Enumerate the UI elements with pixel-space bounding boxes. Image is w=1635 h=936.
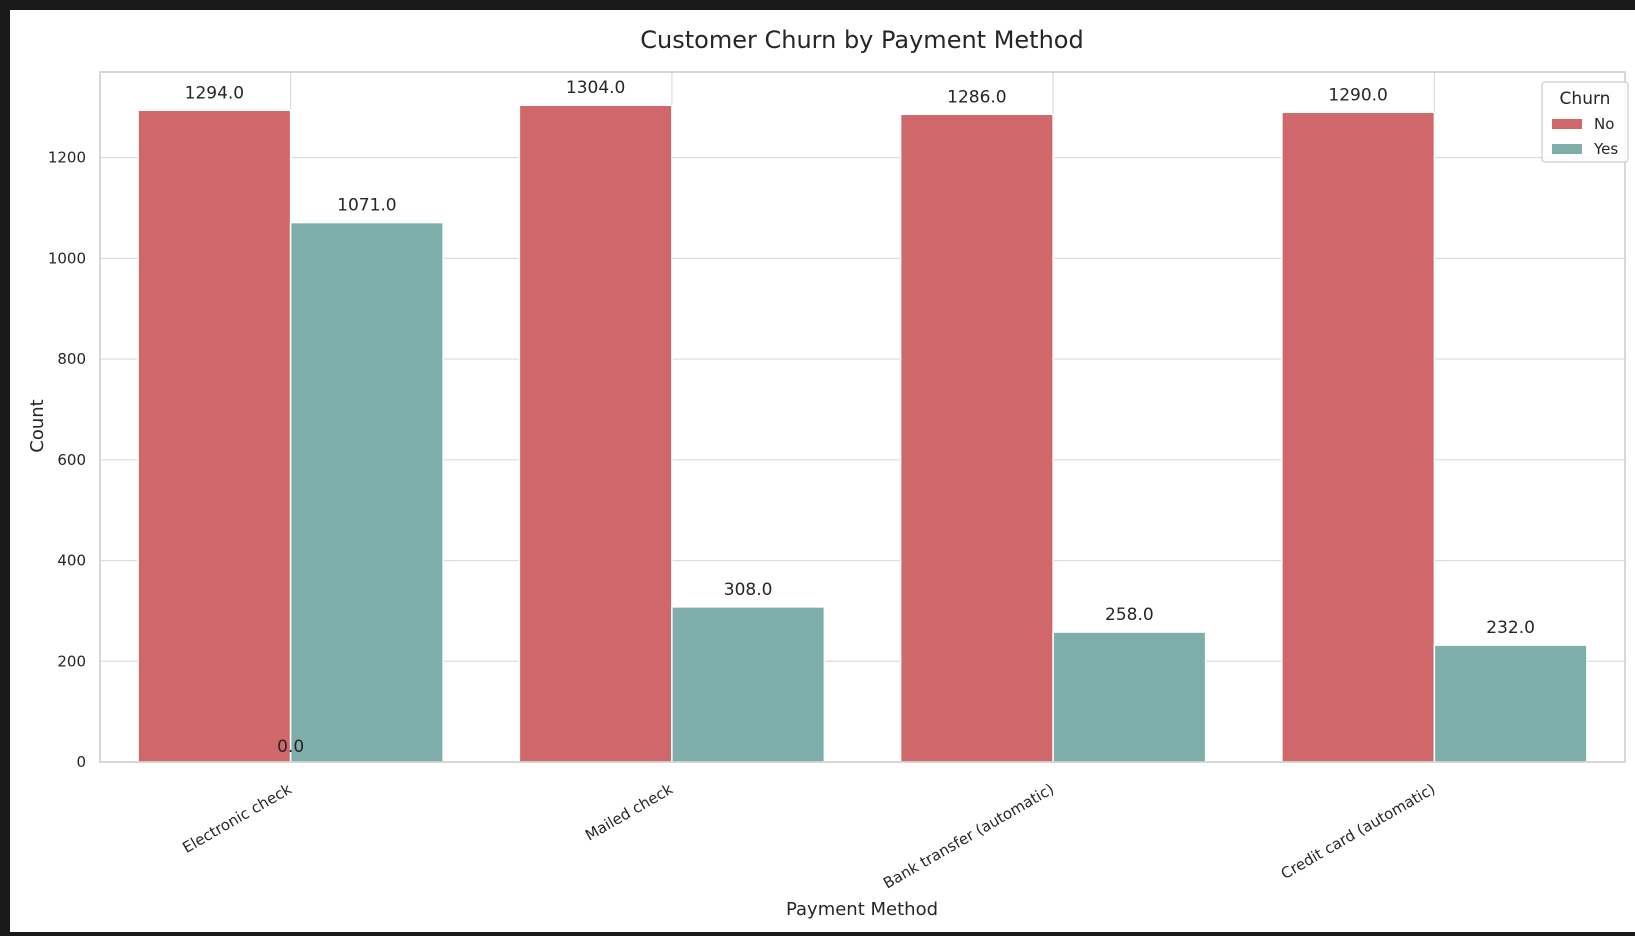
y-tick-label: 1000 [48, 249, 86, 267]
chart-frame: Customer Churn by Payment Method 1294.0 1… [10, 10, 1635, 932]
bar-value-label: 1294.0 [185, 83, 244, 103]
bar-yes-2 [1052, 631, 1207, 763]
bar-no-3 [1281, 111, 1436, 763]
bar-yes-1 [671, 606, 826, 763]
chart-title: Customer Churn by Payment Method [640, 26, 1083, 54]
x-tick-label: Mailed check [582, 780, 676, 845]
bar-value-label: 1290.0 [1328, 85, 1387, 105]
bar-yes-0 [289, 221, 444, 763]
y-tick-label: 800 [57, 350, 86, 368]
y-tick-label: 1200 [48, 149, 86, 167]
bar-value-label: 232.0 [1486, 618, 1535, 638]
bar-value-label: 1286.0 [947, 87, 1006, 107]
bar-no-2 [899, 113, 1054, 763]
chart-svg: Customer Churn by Payment Method 1294.0 1… [27, 26, 1629, 920]
x-tick-label: Credit card (automatic) [1278, 780, 1439, 883]
bar-value-label: 1304.0 [566, 78, 625, 98]
x-tick-label: Electronic check [179, 780, 294, 857]
y-tick-label: 200 [57, 652, 86, 670]
bar-yes-3 [1433, 644, 1588, 763]
y-tick-label: 0 [76, 753, 86, 771]
x-tick-label: Bank transfer (automatic) [880, 780, 1057, 893]
legend-box [1541, 81, 1629, 163]
bar-value-label: 258.0 [1105, 605, 1154, 625]
plot-border [99, 71, 1626, 763]
legend-title: Churn [1560, 89, 1611, 109]
zero-bar-label: 0.0 [277, 737, 304, 757]
y-axis-label: Count [27, 399, 48, 452]
bar-value-label: 1071.0 [337, 196, 396, 216]
bar-no-0 [137, 109, 292, 763]
legend: Churn No Yes [1541, 81, 1629, 163]
legend-swatch-yes [1552, 144, 1582, 154]
legend-label-no: No [1594, 115, 1614, 133]
y-tick-label: 400 [57, 552, 86, 570]
bar-value-label: 308.0 [724, 580, 773, 600]
legend-label-yes: Yes [1593, 140, 1618, 158]
y-tick-label: 600 [57, 451, 86, 469]
legend-swatch-no [1552, 119, 1582, 129]
plot-area: 1294.0 1304.0 1286.0 1290.0 1071.0 308.0 258.0… [48, 71, 1626, 893]
bar-no-1 [518, 104, 673, 763]
x-axis-label: Payment Method [786, 899, 938, 920]
